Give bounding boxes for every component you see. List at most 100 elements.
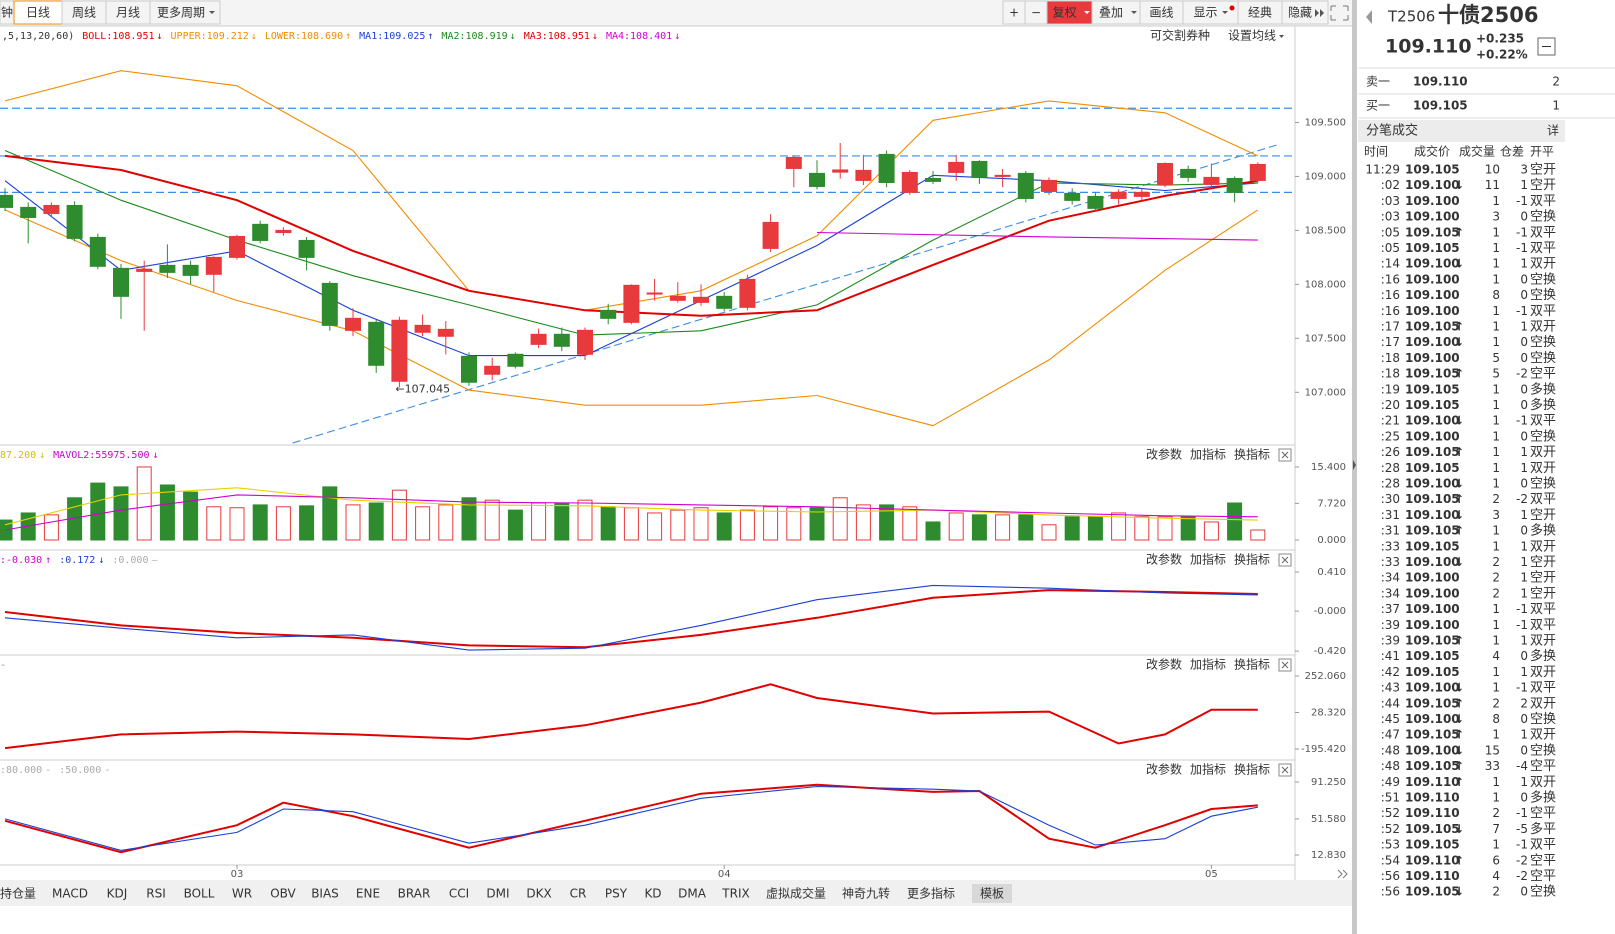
indicator-tab[interactable]: DMA xyxy=(678,887,707,901)
candle-body xyxy=(461,355,477,383)
trade-type: 空换 xyxy=(1530,210,1556,225)
panel-button[interactable]: 改参数 xyxy=(1146,657,1182,672)
indicator-tab[interactable]: ENE xyxy=(356,887,380,901)
panel-button[interactable]: 改参数 xyxy=(1146,552,1182,567)
panel-button[interactable]: 换指标 xyxy=(1234,447,1270,462)
panel-button[interactable]: 改参数 xyxy=(1146,762,1182,777)
trade-oi-change: 1 xyxy=(1520,665,1528,679)
indicator-tab[interactable]: 神奇九转 xyxy=(842,886,890,901)
candle-body xyxy=(948,161,965,173)
indicator-tab[interactable]: CCI xyxy=(449,887,469,901)
trade-time: :25 xyxy=(1381,429,1400,443)
trade-oi-change: 1 xyxy=(1520,320,1528,334)
panel-legend: :-0.030 ↑:0.172 ↓:0.000– xyxy=(0,555,158,566)
trade-oi-change: 0 xyxy=(1520,885,1528,899)
tool-button[interactable]: 隐藏 xyxy=(1288,6,1312,20)
volume-bar xyxy=(345,504,361,541)
indicator-tab[interactable]: PSY xyxy=(605,887,628,901)
bond-types-button[interactable]: 可交割券种 xyxy=(1150,28,1210,43)
panel-button[interactable]: 换指标 xyxy=(1234,762,1270,777)
tool-bg[interactable] xyxy=(1281,0,1329,25)
candle-body xyxy=(368,321,385,366)
trade-oi-change: 0 xyxy=(1520,210,1528,224)
trade-type: 双开 xyxy=(1530,461,1556,476)
prev-icon[interactable] xyxy=(1366,10,1372,24)
detail-button[interactable]: 详 xyxy=(1547,123,1559,138)
period-tab[interactable]: 钟 xyxy=(1,5,13,20)
indicator-tab[interactable]: 模板 xyxy=(980,887,1004,901)
tabs-more-icon[interactable] xyxy=(1337,869,1348,879)
trade-type: 空开 xyxy=(1530,508,1556,523)
indicator-tab[interactable]: WR xyxy=(232,887,252,901)
trade-type: 空换 xyxy=(1530,272,1556,287)
indicator-tab[interactable]: RSI xyxy=(146,887,166,901)
indicator-tab[interactable]: BOLL xyxy=(184,887,215,901)
trade-type: 空开 xyxy=(1530,586,1556,601)
volume-bar xyxy=(531,502,547,541)
indicator-arrow: ↓ xyxy=(674,31,680,42)
tool-button[interactable]: 显示 xyxy=(1193,6,1217,20)
period-tab[interactable]: 日线 xyxy=(26,6,50,20)
trade-volume: 1 xyxy=(1492,618,1500,632)
candle-body xyxy=(832,169,849,173)
panel-button[interactable]: 改参数 xyxy=(1146,447,1182,462)
tool-button[interactable]: 叠加 xyxy=(1099,6,1123,20)
last-price: 109.110 xyxy=(1385,36,1472,58)
period-tab[interactable]: 月线 xyxy=(116,6,140,20)
indicator-tab[interactable]: 虚拟成交量 xyxy=(766,886,826,901)
panel-button[interactable]: 加指标 xyxy=(1190,657,1226,672)
indicator-line xyxy=(4,154,1258,317)
panel-button[interactable]: 加指标 xyxy=(1190,552,1226,567)
panel-button[interactable]: 加指标 xyxy=(1190,447,1226,462)
indicator-tab[interactable]: 持仓量 xyxy=(0,886,36,901)
volume-bar xyxy=(693,507,709,541)
indicator-value: MA1:109.025 xyxy=(359,31,425,42)
indicator-tab[interactable]: DMI xyxy=(486,887,509,901)
collapse-button[interactable] xyxy=(1537,37,1556,56)
trade-price: 109.100 xyxy=(1405,272,1460,286)
indicator-tab[interactable]: KDJ xyxy=(107,887,128,901)
fullscreen-icon[interactable] xyxy=(1330,5,1349,21)
indicator-tab[interactable]: OBV xyxy=(270,887,296,901)
trade-volume: 33 xyxy=(1485,759,1500,773)
tool-button[interactable]: + xyxy=(1009,6,1019,20)
tool-button[interactable]: − xyxy=(1031,6,1041,20)
candle-body xyxy=(507,353,524,367)
candle-body xyxy=(298,239,315,258)
trade-volume: 1 xyxy=(1492,382,1500,396)
period-tab[interactable]: 周线 xyxy=(72,6,96,20)
legend-arrow: ↓ xyxy=(98,555,104,566)
candle-body xyxy=(646,292,663,295)
tab-bg[interactable] xyxy=(149,0,221,25)
y-tick-label: 51.580 xyxy=(1311,814,1346,825)
tool-button[interactable]: 画线 xyxy=(1149,6,1173,20)
trade-price: 109.100 xyxy=(1405,571,1460,585)
indicator-tab[interactable]: BIAS xyxy=(311,887,339,901)
indicator-tab[interactable]: BRAR xyxy=(398,887,431,901)
tool-button[interactable]: 经典 xyxy=(1248,6,1272,20)
panel-button[interactable]: 换指标 xyxy=(1234,657,1270,672)
tool-button[interactable]: 复权 xyxy=(1052,6,1076,20)
indicator-tab[interactable]: 更多指标 xyxy=(907,886,955,901)
trade-type: 双平 xyxy=(1530,225,1556,240)
trade-arrow: ↓ xyxy=(1454,743,1464,757)
trade-oi-change: 1 xyxy=(1520,539,1528,553)
panel-button[interactable]: 换指标 xyxy=(1234,552,1270,567)
panel-button[interactable]: 加指标 xyxy=(1190,762,1226,777)
indicator-tab[interactable]: TRIX xyxy=(721,887,749,901)
trade-volume: 8 xyxy=(1492,712,1500,726)
indicator-tab[interactable]: KD xyxy=(644,887,661,901)
indicator-tab[interactable]: CR xyxy=(570,887,587,901)
panel-close-icon xyxy=(1281,451,1289,459)
volume-bar xyxy=(322,486,338,541)
ma-settings-button[interactable]: 设置均线 xyxy=(1228,29,1276,43)
trade-time: :20 xyxy=(1381,398,1400,412)
trade-oi-change: 0 xyxy=(1520,335,1528,349)
period-tab[interactable]: 更多周期 xyxy=(157,6,205,20)
indicator-tab[interactable]: MACD xyxy=(52,887,88,901)
trade-type: 空换 xyxy=(1530,429,1556,444)
volume-bar xyxy=(948,512,964,541)
volume-bar xyxy=(739,509,755,541)
splitter-handle[interactable] xyxy=(1353,460,1356,470)
indicator-tab[interactable]: DKX xyxy=(526,887,551,901)
